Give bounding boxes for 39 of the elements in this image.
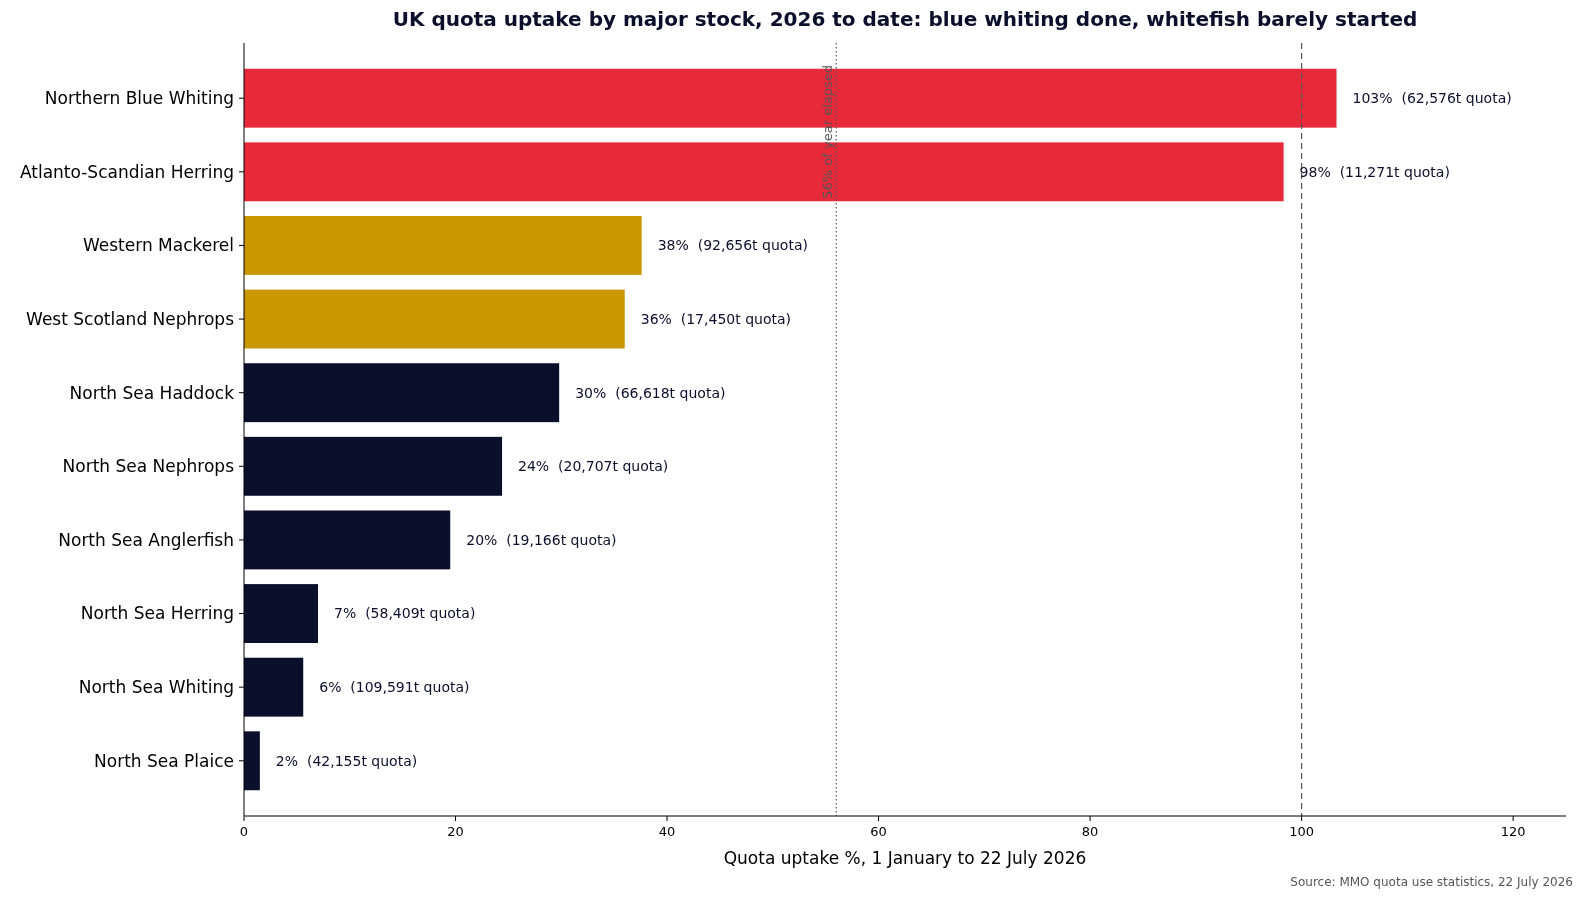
bar (244, 216, 642, 275)
y-tick-label: North Sea Nephrops (62, 456, 235, 477)
y-tick-label: North Sea Plaice (94, 750, 234, 771)
data-label: 7% (58,409t quota) (334, 605, 476, 622)
x-axis-title: Quota uptake %, 1 January to 22 July 2026 (723, 848, 1087, 868)
data-label: 98% (11,271t quota) (1299, 163, 1450, 180)
bar (244, 363, 560, 423)
x-tick-label: 120 (1500, 824, 1526, 839)
ref-line-label: 56% of year elapsed (820, 65, 836, 199)
x-tick-label: 20 (447, 824, 464, 839)
bar (244, 510, 451, 570)
data-label: 38% (92,656t quota) (657, 237, 808, 254)
bar (244, 289, 625, 349)
y-tick-label: Northern Blue Whiting (44, 88, 234, 109)
data-label: 24% (20,707t quota) (518, 458, 669, 475)
source-note: Source: MMO quota use statistics, 22 July 2026 (1290, 875, 1573, 889)
bar (244, 731, 260, 791)
x-tick-label: 0 (239, 824, 249, 839)
y-tick-label: West Scotland Nephrops (26, 309, 235, 330)
data-label: 6% (109,591t quota) (319, 679, 470, 696)
y-tick-label: North Sea Anglerfish (58, 529, 234, 550)
y-tick-label: Atlanto-Scandian Herring (19, 161, 234, 182)
bar (244, 584, 319, 643)
x-tick-label: 60 (870, 824, 887, 839)
data-label: 30% (66,618t quota) (575, 384, 726, 401)
x-tick-label: 80 (1081, 824, 1099, 839)
bar (244, 657, 304, 717)
y-tick-label: North Sea Whiting (78, 677, 234, 698)
data-label: 36% (17,450t quota) (640, 310, 791, 327)
data-label: 20% (19,166t quota) (466, 531, 617, 548)
data-label: 103% (62,576t quota) (1352, 90, 1512, 107)
bar (244, 436, 503, 496)
y-tick-label: North Sea Haddock (69, 382, 235, 403)
y-tick-label: North Sea Herring (80, 603, 234, 624)
chart-title: UK quota uptake by major stock, 2026 to date: blue whiting done, whitefish barely started (392, 7, 1418, 31)
data-label: 2% (42,155t quota) (275, 752, 418, 769)
y-tick-label: Western Mackerel (82, 235, 234, 256)
x-tick-label: 40 (658, 824, 676, 839)
x-tick-label: 100 (1289, 824, 1315, 839)
